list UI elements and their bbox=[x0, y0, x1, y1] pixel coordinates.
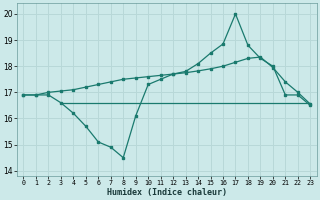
X-axis label: Humidex (Indice chaleur): Humidex (Indice chaleur) bbox=[107, 188, 227, 197]
